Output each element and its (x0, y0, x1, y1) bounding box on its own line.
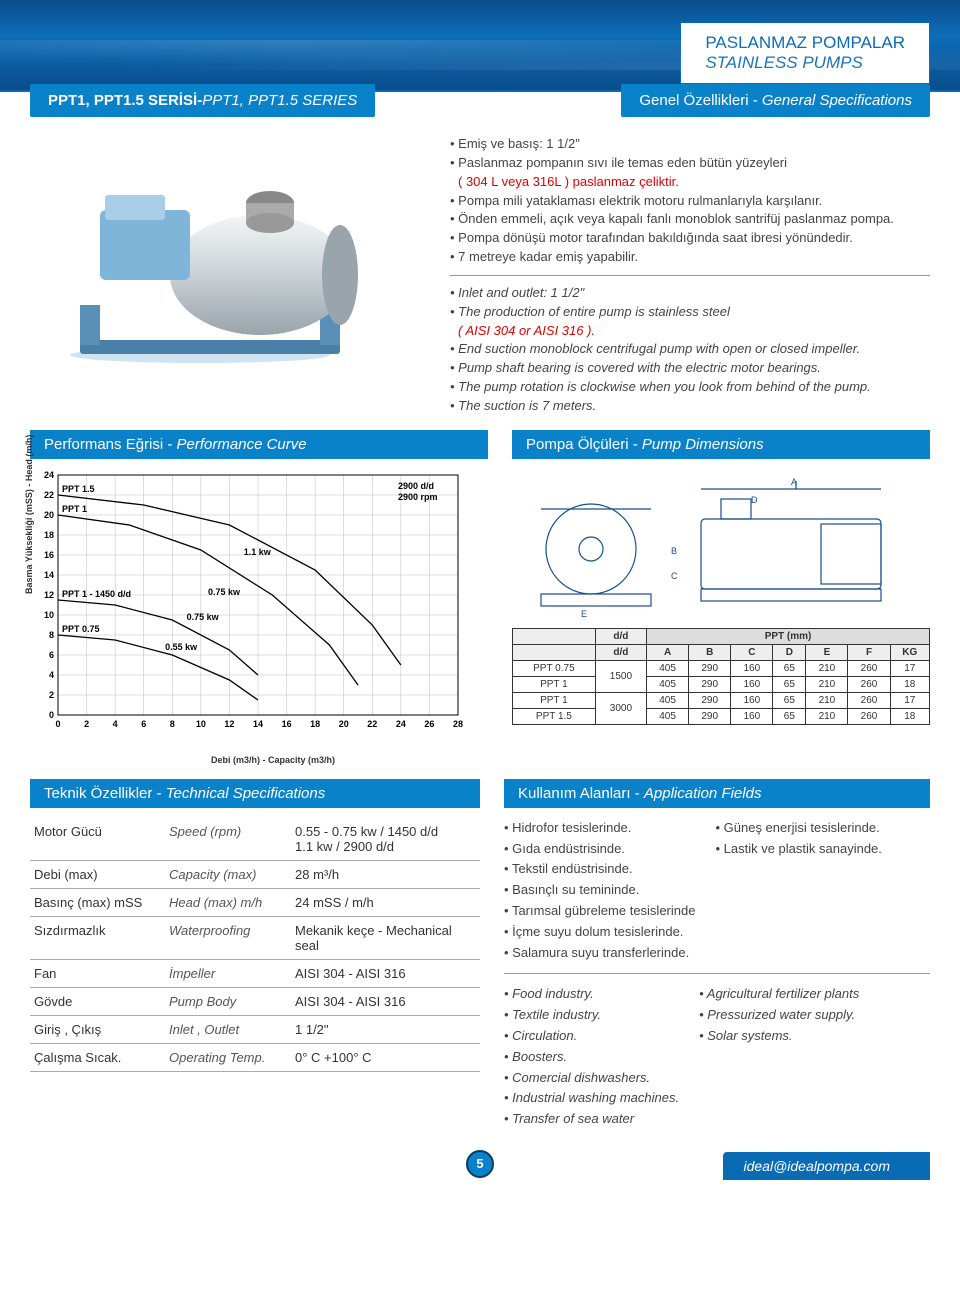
svg-text:2: 2 (84, 719, 89, 729)
svg-text:8: 8 (170, 719, 175, 729)
svg-text:A: A (791, 477, 797, 487)
svg-text:20: 20 (44, 510, 54, 520)
svg-text:16: 16 (44, 550, 54, 560)
chart-ylabel: Basma Yüksekliği (mSS) - Head (m/h) (24, 434, 34, 593)
product-image (30, 135, 430, 395)
series-title: PPT1, PPT1.5 SERİSİ-PPT1, PPT1.5 SERIES (30, 84, 375, 117)
svg-text:22: 22 (367, 719, 377, 729)
badge-line1: PASLANMAZ POMPALAR (705, 33, 905, 53)
title-row: PPT1, PPT1.5 SERİSİ-PPT1, PPT1.5 SERIES … (0, 84, 960, 117)
svg-text:4: 4 (49, 670, 54, 680)
svg-text:12: 12 (44, 590, 54, 600)
svg-text:26: 26 (424, 719, 434, 729)
svg-text:8: 8 (49, 630, 54, 640)
app-tr: Kullanım Alanları - (518, 785, 644, 802)
svg-text:0.75 kw: 0.75 kw (187, 612, 220, 622)
contact-email: ideal@idealpompa.com (723, 1152, 930, 1180)
perf-tr: Performans Eğrisi - (44, 436, 177, 453)
dim-tr: Pompa Ölçüleri - (526, 436, 642, 453)
subtitle-tr: Genel Özellikleri - (639, 92, 762, 109)
svg-text:2: 2 (49, 690, 54, 700)
svg-text:0: 0 (49, 710, 54, 720)
perf-curve-header: Performans Eğrisi - Performance Curve (30, 430, 488, 459)
dim-en: Pump Dimensions (642, 436, 764, 453)
svg-text:10: 10 (196, 719, 206, 729)
svg-text:PPT 0.75: PPT 0.75 (62, 624, 100, 634)
chart-xlabel: Debi (m3/h) - Capacity (m3/h) (58, 755, 488, 765)
badge-line2: STAINLESS PUMPS (705, 53, 862, 72)
tech-en: Technical Specifications (166, 785, 326, 802)
perf-en: Performance Curve (177, 436, 307, 453)
tech-tr: Teknik Özellikler - (44, 785, 166, 802)
svg-text:4: 4 (113, 719, 118, 729)
title-en: PPT1, PPT1.5 SERIES (202, 92, 357, 109)
top-banner: PASLANMAZ POMPALAR STAINLESS PUMPS (0, 0, 960, 92)
svg-text:PPT 1: PPT 1 (62, 504, 87, 514)
dimensions-header: Pompa Ölçüleri - Pump Dimensions (512, 430, 930, 459)
svg-text:D: D (751, 495, 758, 505)
svg-text:6: 6 (141, 719, 146, 729)
svg-text:18: 18 (44, 530, 54, 540)
applications-list: Hidrofor tesislerinde.Gıda endüstrisinde… (504, 818, 930, 1130)
svg-text:2900 rpm: 2900 rpm (398, 492, 438, 502)
svg-text:B: B (671, 546, 677, 556)
tech-spec-table: Motor GücüSpeed (rpm)0.55 - 0.75 kw / 14… (30, 818, 480, 1072)
svg-text:14: 14 (44, 570, 54, 580)
svg-text:28: 28 (453, 719, 463, 729)
title-tr: PPT1, PPT1.5 SERİSİ- (48, 92, 202, 109)
svg-text:C: C (671, 571, 678, 581)
tech-spec-header: Teknik Özellikler - Technical Specificat… (30, 779, 480, 808)
page-footer: 5 ideal@idealpompa.com (30, 1150, 930, 1180)
svg-text:22: 22 (44, 490, 54, 500)
svg-text:18: 18 (310, 719, 320, 729)
dimensions-table: d/dPPT (mm)d/dABCDEFKGPPT 0.751500405290… (512, 628, 930, 725)
svg-text:E: E (581, 609, 587, 619)
svg-text:PPT 1 - 1450 d/d: PPT 1 - 1450 d/d (62, 589, 131, 599)
svg-text:PPT 1.5: PPT 1.5 (62, 484, 95, 494)
general-spec-title: Genel Özellikleri - General Specificatio… (621, 84, 930, 117)
svg-text:12: 12 (224, 719, 234, 729)
svg-text:24: 24 (44, 470, 54, 480)
subtitle-en: General Specifications (762, 92, 912, 109)
svg-text:16: 16 (282, 719, 292, 729)
svg-text:0.55 kw: 0.55 kw (165, 642, 198, 652)
performance-chart: Basma Yüksekliği (mSS) - Head (m/h) 0246… (30, 469, 488, 765)
page-number: 5 (466, 1150, 494, 1178)
svg-text:20: 20 (339, 719, 349, 729)
svg-text:10: 10 (44, 610, 54, 620)
svg-text:0: 0 (55, 719, 60, 729)
app-en: Application Fields (644, 785, 762, 802)
svg-text:2900 d/d: 2900 d/d (398, 481, 434, 491)
features-text: Emiş ve basış: 1 1/2"Paslanmaz pompanın … (450, 135, 930, 416)
svg-text:1.1 kw: 1.1 kw (244, 547, 272, 557)
svg-text:24: 24 (396, 719, 406, 729)
category-badge: PASLANMAZ POMPALAR STAINLESS PUMPS (680, 22, 930, 84)
applications-header: Kullanım Alanları - Application Fields (504, 779, 930, 808)
svg-text:14: 14 (253, 719, 263, 729)
svg-text:0.75 kw: 0.75 kw (208, 587, 241, 597)
svg-text:6: 6 (49, 650, 54, 660)
dimension-drawing: A D B C E F (512, 469, 930, 622)
